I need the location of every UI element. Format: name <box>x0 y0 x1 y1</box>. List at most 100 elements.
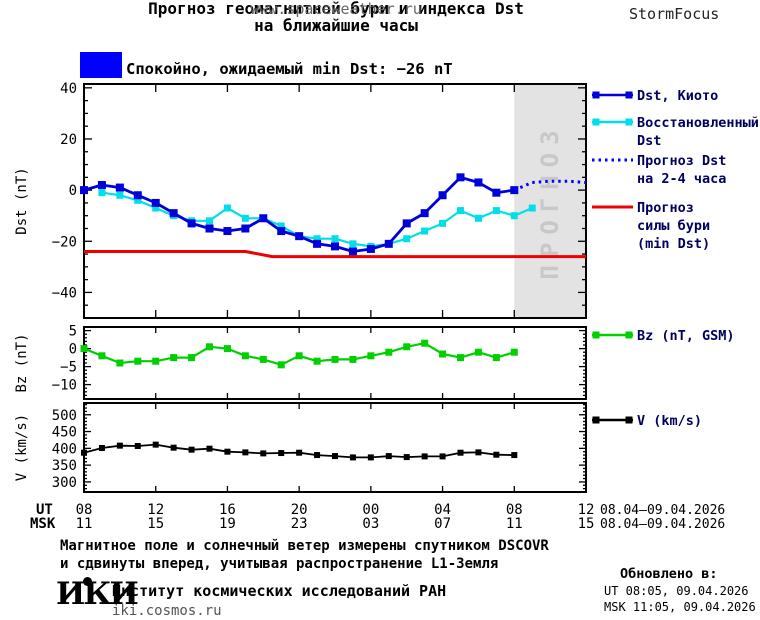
series-marker <box>385 348 393 356</box>
axis-title: Dst (nT) <box>14 167 30 234</box>
series-marker <box>295 352 303 360</box>
ut-tick-label: 12 <box>147 502 164 518</box>
series-marker <box>403 235 411 243</box>
series-marker <box>134 442 141 449</box>
institute-name: Институт космических исследований РАН <box>112 582 447 600</box>
series-marker <box>259 355 267 363</box>
series-marker <box>169 209 178 218</box>
ut-tick-label: 00 <box>362 502 379 518</box>
series-marker <box>116 191 124 199</box>
status-text: Спокойно, ожидаемый min Dst: −26 nT <box>126 60 453 78</box>
series-marker <box>474 214 482 222</box>
legend-sample-marker <box>625 331 633 339</box>
series-marker <box>277 222 285 230</box>
series-marker <box>349 454 356 461</box>
series-marker <box>259 214 268 223</box>
series-marker <box>223 227 232 236</box>
series-marker <box>457 354 464 362</box>
series-marker <box>170 354 178 362</box>
series-marker <box>81 449 87 456</box>
msk-date-label: 08.04–09.04.2026 <box>600 517 725 532</box>
series-marker <box>152 204 160 212</box>
title-line2: на ближайшие часы <box>254 16 418 35</box>
charts-svg: ПРОГНОЗ 40 20 0 −20 −40 Dst (nT) Dst, Киото Восс… <box>14 81 759 532</box>
updated-heading: Обновлено в: <box>620 566 718 582</box>
msk-tick-label: 15 <box>578 516 595 532</box>
legend-sample-marker <box>592 416 600 424</box>
series-line <box>83 175 515 253</box>
series-marker <box>366 244 375 253</box>
series-marker <box>278 450 285 457</box>
legend-label: Прогноз Dst <box>637 153 726 169</box>
series-marker <box>492 188 501 197</box>
series-marker <box>151 198 160 207</box>
series-marker <box>115 183 124 192</box>
y-tick-label: 5 <box>69 324 77 340</box>
msk-tick-label: 07 <box>434 516 451 532</box>
series-marker <box>492 207 500 215</box>
series-marker <box>223 345 231 353</box>
series-marker <box>510 212 518 220</box>
legend-label: Восстановленный <box>637 115 759 131</box>
series-marker <box>314 452 321 459</box>
series-line <box>84 250 586 259</box>
iki-logo: ИКИ <box>56 576 139 612</box>
msk-tick-label: 15 <box>147 516 164 532</box>
series-marker <box>224 448 231 455</box>
ut-tick-label: 08 <box>506 502 523 518</box>
ut-tick-label: 16 <box>219 502 236 518</box>
series-marker <box>277 227 286 236</box>
series-marker <box>349 355 357 363</box>
legend-label: V (km/s) <box>637 413 702 429</box>
ut-tick-label: 12 <box>578 502 595 518</box>
msk-tick-label: 11 <box>506 516 523 532</box>
y-tick-label: 0 <box>69 183 77 199</box>
series-marker <box>116 442 123 449</box>
series-marker <box>187 219 196 228</box>
series-marker <box>510 186 519 195</box>
y-tick-label: 300 <box>52 475 77 491</box>
ut-tick-label: 04 <box>434 502 451 518</box>
series-marker <box>457 207 464 215</box>
msk-tick-label: 03 <box>362 516 379 532</box>
msk-row-label: MSK <box>30 516 56 532</box>
series-marker <box>241 214 249 222</box>
series-marker <box>439 453 446 460</box>
series-marker <box>493 451 500 458</box>
series-marker <box>80 345 88 353</box>
series-marker <box>134 357 142 365</box>
series-marker <box>385 453 392 460</box>
series-marker <box>332 453 338 460</box>
series-marker <box>474 348 482 356</box>
iki-logo-dot-icon <box>83 577 92 586</box>
series-marker <box>97 181 106 190</box>
y-tick-label: 350 <box>52 458 77 474</box>
footer-note-line2: и сдвинуты вперед, учитывая распростране… <box>60 556 499 572</box>
panel-frame <box>83 326 587 400</box>
y-tick-label: −40 <box>52 285 77 301</box>
legend-sample-marker <box>592 91 600 99</box>
series-marker <box>206 217 213 225</box>
series-marker <box>98 445 105 452</box>
series-marker <box>384 239 393 248</box>
series-marker <box>492 354 500 362</box>
panel-frame <box>83 402 587 493</box>
series-marker <box>457 449 464 456</box>
series-marker <box>98 352 106 360</box>
series-marker <box>439 219 447 227</box>
series-marker <box>331 235 339 243</box>
series-marker <box>421 453 428 460</box>
series-marker <box>403 454 410 461</box>
series-marker <box>313 357 321 365</box>
series-marker <box>223 204 231 212</box>
ut-tick-label: 20 <box>291 502 308 518</box>
page-title: Прогноз геомагнитной бури и индекса Dst … <box>0 0 672 34</box>
series-marker <box>474 178 483 187</box>
y-tick-label: 20 <box>60 132 77 148</box>
series-marker <box>206 343 213 351</box>
brand-label: StormFocus <box>629 5 720 23</box>
series-marker <box>439 350 447 358</box>
panel-frame <box>83 83 587 319</box>
updated-msk: MSK 11:05, 09.04.2026 <box>604 600 756 614</box>
